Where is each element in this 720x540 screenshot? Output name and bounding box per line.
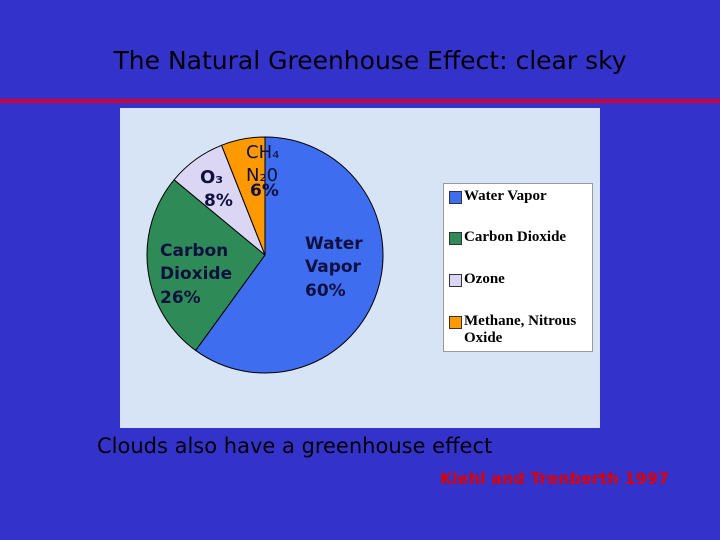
caption: Clouds also have a greenhouse effect xyxy=(97,434,493,458)
legend: Water Vapor Carbon Dioxide Ozone Methane, N… xyxy=(443,183,593,352)
legend-swatch xyxy=(449,274,462,287)
legend-label: Carbon Dioxide xyxy=(464,229,567,245)
slide-title: The Natural Greenhouse Effect: clear sky xyxy=(113,46,627,75)
pie-slice xyxy=(220,136,266,256)
legend-label: Methane, Nitrous Oxide xyxy=(464,313,577,346)
pie-slice xyxy=(146,179,266,352)
slice-value-label: 8% xyxy=(204,191,233,211)
slice-value-label: 60% xyxy=(305,281,346,301)
legend-swatch xyxy=(449,316,462,329)
slice-label: O₃ xyxy=(200,167,224,188)
legend-swatch xyxy=(449,232,462,245)
legend-label: Water Vapor xyxy=(464,188,547,204)
slice-value-label: 6% xyxy=(250,181,279,201)
slice-label: CH₄ N₂0 xyxy=(246,142,280,186)
citation: Kiehl and Trenberth 1997 xyxy=(440,469,670,488)
title-rule xyxy=(0,99,720,103)
slice-label: Water Vapor xyxy=(305,234,363,277)
pie-slice xyxy=(194,136,384,374)
legend-swatch xyxy=(449,191,462,204)
slice-label: Carbon Dioxide xyxy=(160,241,233,284)
slice-value-label: 26% xyxy=(160,288,201,308)
legend-label: Ozone xyxy=(464,271,505,287)
